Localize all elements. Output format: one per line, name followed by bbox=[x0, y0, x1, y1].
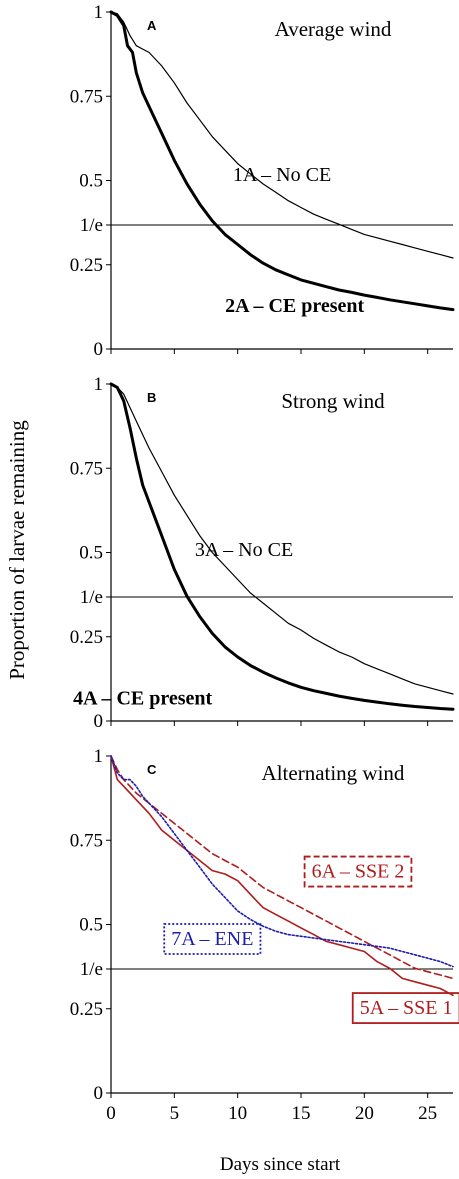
x-tick-label: 20 bbox=[355, 1103, 374, 1124]
x-tick-label: 25 bbox=[418, 1103, 437, 1124]
y-tick-label: 1/e bbox=[80, 959, 103, 980]
y-tick-label: 0.25 bbox=[70, 255, 103, 276]
panel-title: Alternating wind bbox=[262, 761, 405, 785]
annotation-box bbox=[303, 855, 413, 888]
series-annotation-label: 4A – CE present bbox=[73, 687, 212, 709]
y-tick-label: 0 bbox=[94, 339, 104, 360]
panels-group: 1 0.75 0.5 1/e 0.25 0 A Average wind 1A – No CE 2… bbox=[70, 2, 459, 1124]
panel-c: 1 0.75 0.5 1/e 0.25 00 5 10 15 20 25 C Alternating w… bbox=[70, 746, 459, 1124]
y-tick-label: 0.25 bbox=[70, 999, 103, 1020]
y-tick-label: 0.75 bbox=[70, 458, 103, 479]
y-tick-label: 1 bbox=[94, 374, 104, 395]
series-annotation-label: 6A – SSE 2 bbox=[312, 861, 405, 883]
y-tick-label: 0.75 bbox=[70, 86, 103, 107]
series-annotation-label: 3A – No CE bbox=[195, 539, 293, 561]
annotation-box bbox=[163, 923, 262, 955]
panel-b: 1 0.75 0.5 1/e 0.25 0 B Strong wind 3A – No CE 4A… bbox=[70, 374, 455, 732]
panel-letter: B bbox=[147, 390, 156, 405]
y-tick-label: 1/e bbox=[80, 215, 103, 236]
series-line-3 bbox=[110, 755, 454, 968]
y-tick-label: 0.5 bbox=[79, 543, 103, 564]
x-tick-label: 10 bbox=[228, 1103, 247, 1124]
series-annotation-label: 7A – ENE bbox=[171, 928, 253, 950]
series-line-2 bbox=[110, 755, 454, 980]
series-annotation-label: 1A – No CE bbox=[233, 164, 331, 186]
panel-letter: C bbox=[147, 762, 157, 777]
x-tick-label: 0 bbox=[106, 1103, 116, 1124]
y-tick-label: 0 bbox=[94, 711, 104, 732]
x-axis-label: Days since start bbox=[220, 1154, 341, 1175]
panel-letter: A bbox=[147, 18, 157, 33]
series-line-1 bbox=[110, 755, 454, 997]
y-tick-label: 0.5 bbox=[79, 915, 103, 936]
x-tick-label: 15 bbox=[292, 1103, 311, 1124]
annotation-box bbox=[351, 992, 459, 1024]
series-line-2 bbox=[109, 382, 455, 711]
y-tick-label: 1 bbox=[94, 746, 104, 767]
y-tick-label: 1 bbox=[94, 2, 104, 23]
y-tick-label: 0.75 bbox=[70, 830, 103, 851]
y-tick-label: 0 bbox=[94, 1083, 104, 1104]
x-tick-label: 5 bbox=[170, 1103, 180, 1124]
y-tick-label: 0.5 bbox=[79, 171, 103, 192]
panel-a: 1 0.75 0.5 1/e 0.25 0 A Average wind 1A – No CE 2… bbox=[70, 2, 455, 360]
y-tick-label: 1/e bbox=[80, 587, 103, 608]
series-line-1 bbox=[110, 383, 454, 695]
y-axis-label: Proportion of larvae remaining bbox=[5, 420, 29, 680]
series-line-2 bbox=[109, 10, 455, 312]
panel-title: Strong wind bbox=[281, 389, 385, 413]
series-annotation-label: 5A – SSE 1 bbox=[360, 997, 453, 1019]
y-tick-label: 0.25 bbox=[70, 627, 103, 648]
series-annotation-label: 2A – CE present bbox=[225, 295, 364, 317]
panel-title: Average wind bbox=[275, 17, 392, 41]
series-line-1 bbox=[110, 11, 454, 259]
